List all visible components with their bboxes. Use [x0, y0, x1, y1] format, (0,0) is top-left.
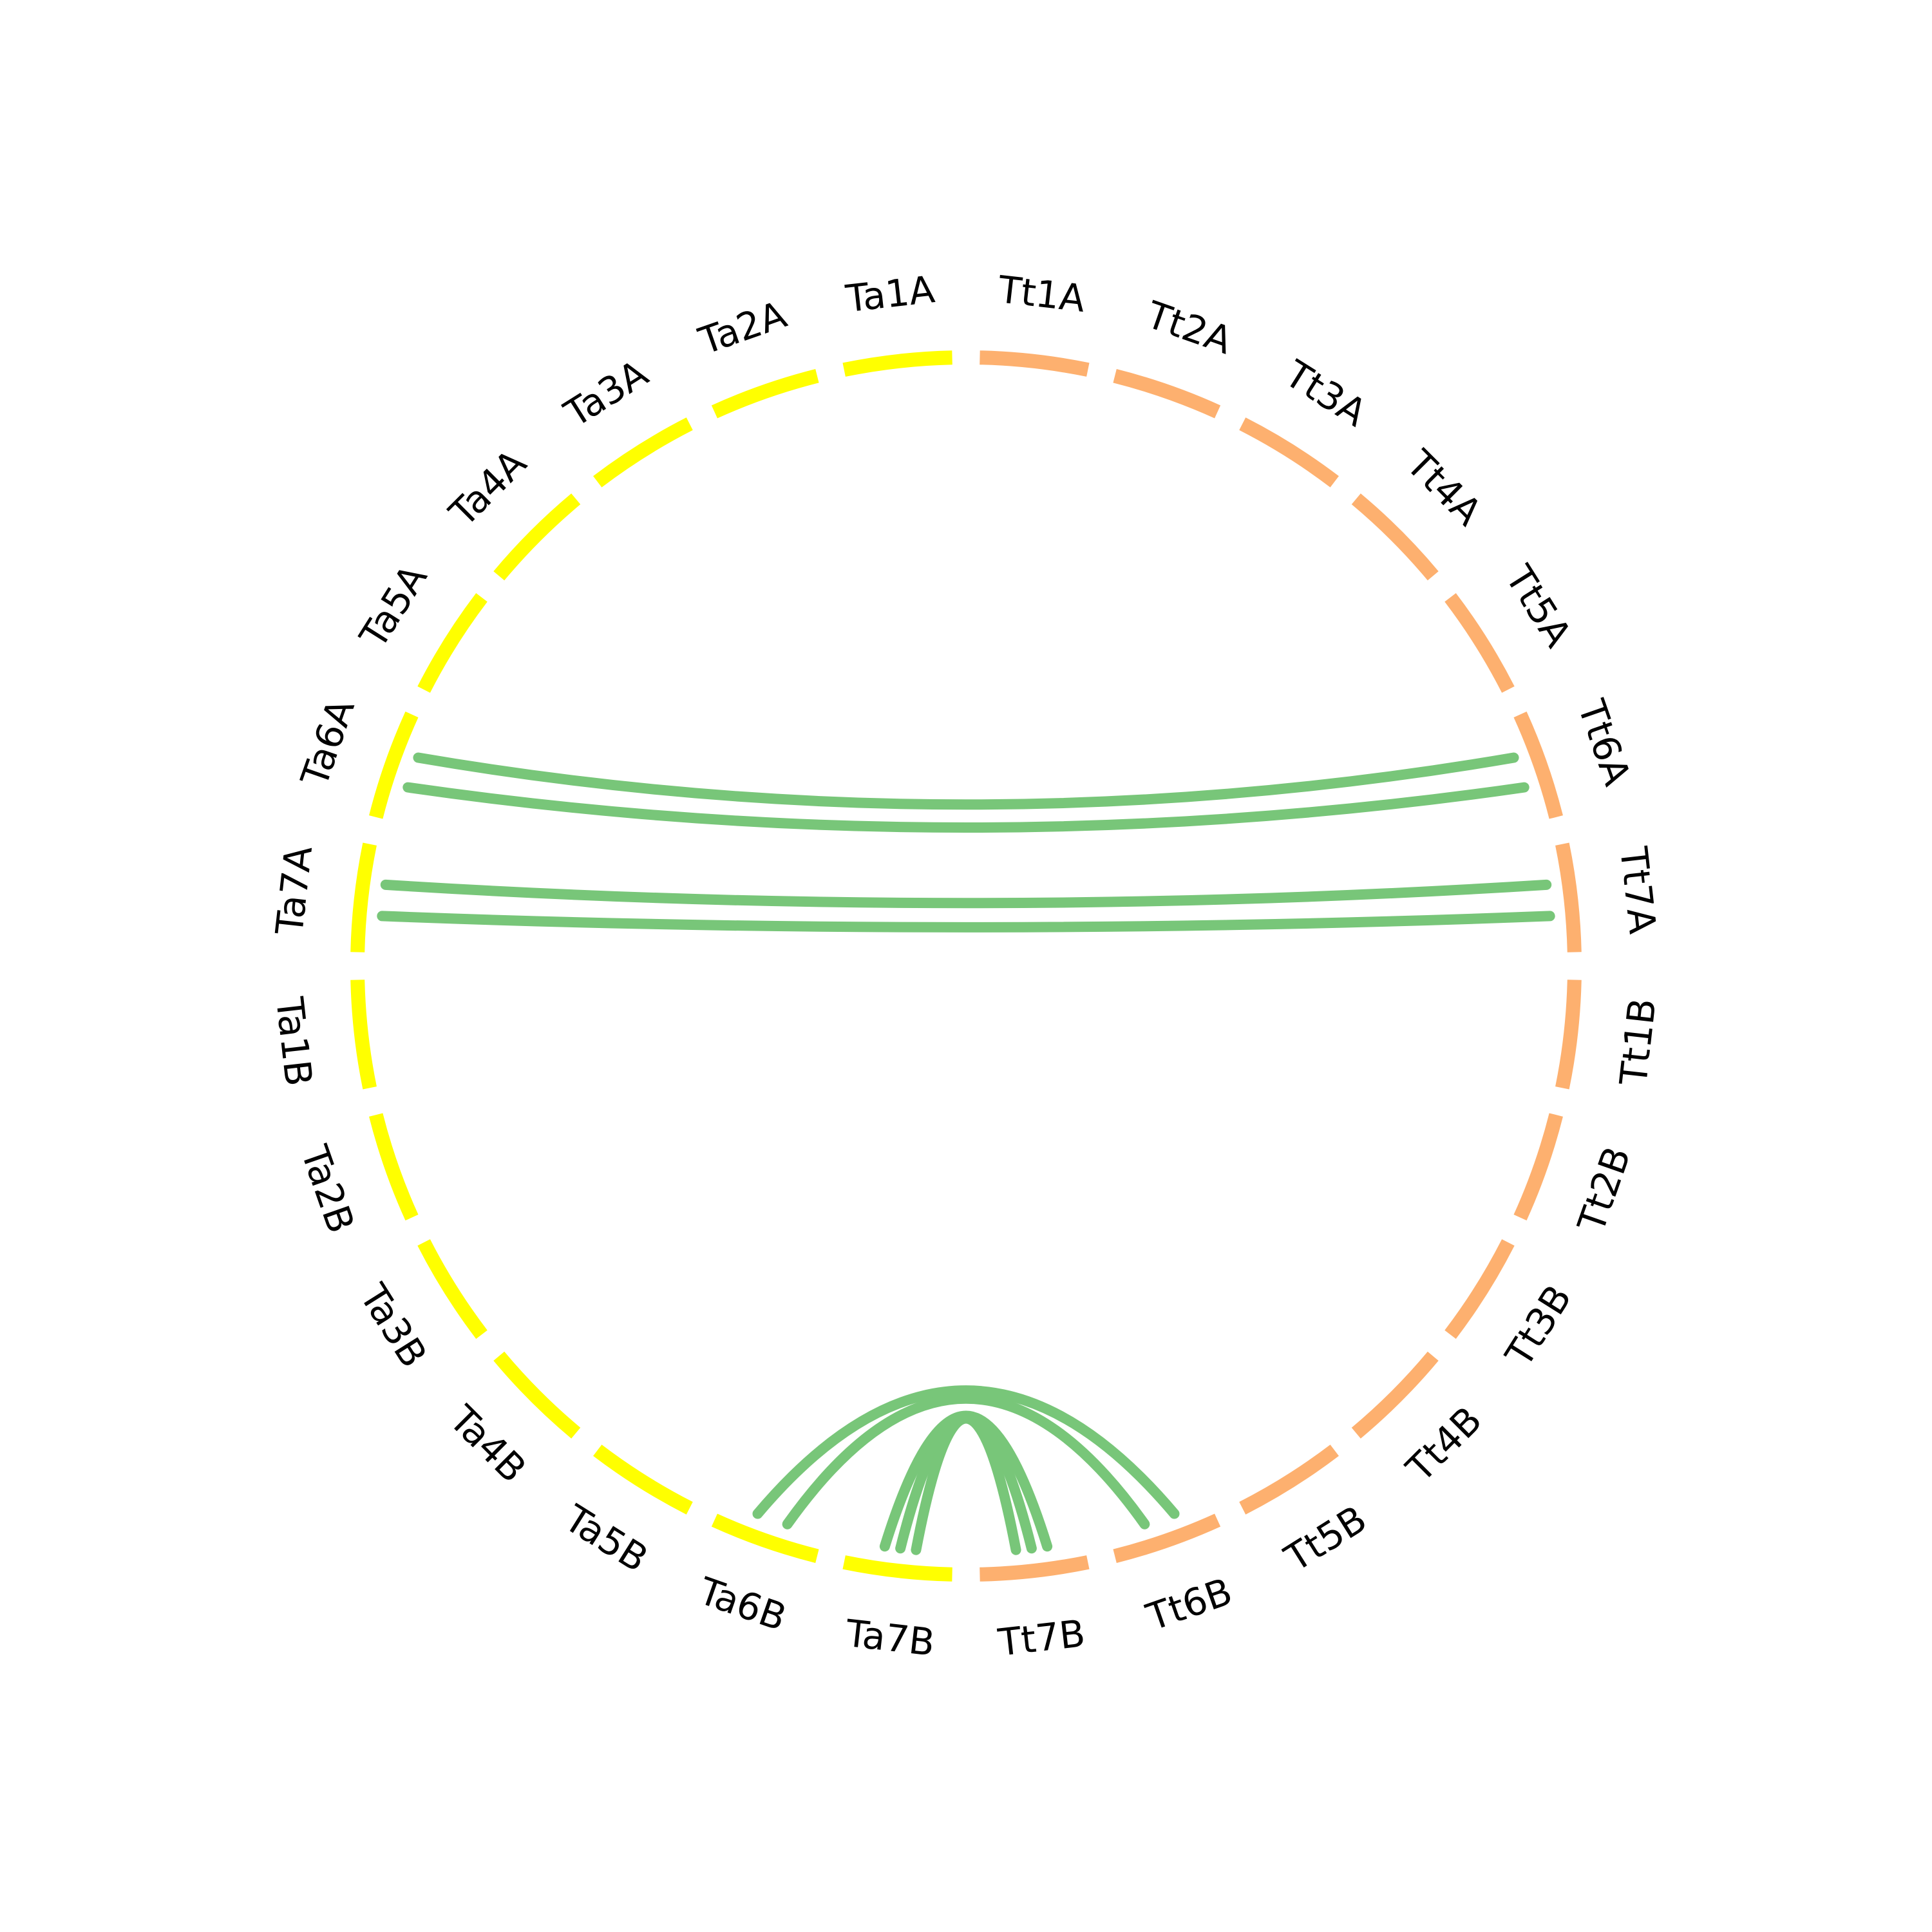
chromosome-label-ta1a: Ta1A — [843, 267, 937, 321]
chromosome-label-tt5a: Tt5A — [1497, 557, 1580, 654]
chromosome-segment-ta3b — [417, 1239, 488, 1339]
chromosome-segment-ta5a — [417, 593, 488, 693]
chromosome-label-ta7b: Ta7B — [843, 1611, 937, 1665]
chromosome-segment-ta4a — [493, 493, 581, 581]
chromosome-label-tt6a: Tt6A — [1569, 694, 1639, 791]
chromosome-label-ta6b: Ta6B — [693, 1569, 792, 1640]
chromosome-segment-tt1b — [1555, 980, 1582, 1090]
chromosome-label-tt5b: Tt5B — [1277, 1497, 1374, 1580]
link-tt6b-ta6b-0 — [752, 1385, 1180, 1519]
chromosome-label-tt1a: Tt1A — [996, 267, 1088, 321]
chromosome-label-tt3b: Tt3B — [1497, 1277, 1580, 1374]
chromosome-label-tt2b: Tt2B — [1569, 1141, 1639, 1238]
chromosome-segment-ta1a — [842, 350, 952, 377]
link-tt6b-ta6b-1 — [782, 1393, 1150, 1530]
chromosome-label-tt2a: Tt2A — [1141, 292, 1238, 363]
chromosome-label-ta3b: Ta3B — [351, 1276, 436, 1375]
chromosome-segment-ta6a — [369, 711, 419, 819]
chromosome-label-ta6a: Ta6A — [292, 694, 363, 793]
chromosome-segment-ta6b — [711, 1513, 819, 1563]
chromosome-label-ta2b: Ta2B — [292, 1139, 363, 1238]
link-tt6a-ta6a-0 — [413, 752, 1519, 810]
chromosome-segment-ta1b — [350, 980, 377, 1090]
chromosome-segment-tt3b — [1444, 1239, 1515, 1339]
chromosome-segment-tt7a — [1555, 842, 1582, 952]
chromosome-segment-tt6a — [1513, 711, 1563, 819]
link-tt7a-ta7a-1 — [377, 911, 1555, 933]
chromosome-segment-ta7b — [842, 1555, 952, 1582]
chromosome-label-ta1b: Ta1B — [267, 994, 321, 1088]
link-tt7b-ta7b-2 — [911, 1414, 1021, 1555]
chromosome-segment-tt4a — [1351, 493, 1439, 581]
chromosome-segment-tt5b — [1239, 1444, 1339, 1515]
chromosome-segment-ta5b — [593, 1444, 693, 1515]
chromosome-label-ta7a: Ta7A — [267, 844, 321, 938]
ideogram-layer — [350, 350, 1582, 1582]
chromosome-segment-ta2a — [711, 369, 819, 419]
chromosome-label-ta3a: Ta3A — [556, 351, 656, 436]
chromosome-segment-tt3a — [1239, 417, 1339, 488]
chromosome-label-tt4a: Tt4A — [1397, 441, 1490, 534]
chromosome-label-ta4b: Ta4B — [440, 1397, 535, 1491]
chromosome-label-tt3a: Tt3A — [1277, 352, 1374, 435]
chromosome-segment-ta4b — [493, 1351, 581, 1439]
link-tt7a-ta7a-0 — [380, 879, 1552, 909]
chromosome-label-tt7b: Tt7B — [996, 1611, 1088, 1665]
links-layer — [377, 752, 1555, 1555]
chromosome-segment-tt4b — [1351, 1351, 1439, 1439]
chromosome-segment-ta7a — [350, 842, 377, 952]
chromosome-segment-tt2b — [1513, 1113, 1563, 1221]
chromosome-label-tt4b: Tt4B — [1397, 1398, 1490, 1491]
chromosome-label-ta5a: Ta5A — [351, 557, 436, 656]
chromosome-label-ta2a: Ta2A — [693, 292, 792, 363]
chromosome-segment-ta2b — [369, 1113, 419, 1221]
chromosome-label-ta5b: Ta5B — [556, 1496, 656, 1581]
chromosome-segment-tt7b — [980, 1555, 1090, 1582]
chromosome-label-ta4a: Ta4A — [440, 440, 535, 535]
chromosome-label-tt6b: Tt6B — [1141, 1569, 1238, 1640]
chromosome-label-tt7a: Tt7A — [1611, 844, 1665, 936]
chromosome-label-tt1b: Tt1B — [1611, 996, 1665, 1088]
chromosome-segment-tt5a — [1444, 593, 1515, 693]
link-tt6a-ta6a-1 — [402, 782, 1530, 833]
chromosome-segment-tt1a — [980, 350, 1090, 377]
chromosome-segment-ta3a — [593, 417, 693, 488]
chromosome-segment-tt2a — [1113, 369, 1221, 419]
chromosome-segment-tt6b — [1113, 1513, 1221, 1563]
